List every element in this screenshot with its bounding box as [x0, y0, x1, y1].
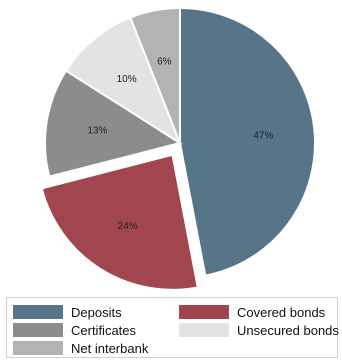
slice-value-label-covered-bonds: 24%: [118, 221, 138, 232]
legend-swatch-deposits: [13, 305, 63, 319]
legend-item-deposits: Deposits: [13, 303, 122, 321]
legend-item-unsecured-bonds: Unsecured bonds: [179, 321, 339, 339]
legend-item-net-interbank: Net interbank: [13, 339, 148, 357]
pie-slice-deposits: [179, 6, 316, 277]
slice-value-label-certificates: 13%: [87, 125, 107, 136]
legend-label-certificates: Certificates: [71, 322, 137, 338]
legend-label-unsecured-bonds: Unsecured bonds: [237, 322, 339, 338]
pie-slice-certificates: [44, 69, 183, 178]
legend-label-covered-bonds: Covered bonds: [237, 304, 326, 320]
chart-legend: Deposits Covered bonds Certificates Unse…: [6, 297, 339, 358]
legend-item-covered-bonds: Covered bonds: [179, 303, 325, 321]
pie-slice-labels: 47% 24% 13% 10% 6%: [87, 56, 273, 232]
legend-label-deposits: Deposits: [71, 304, 122, 320]
pie-slice-unsecured-bonds: [64, 16, 183, 146]
legend-swatch-certificates: [13, 323, 63, 337]
slice-value-label-net-interbank: 6%: [157, 56, 172, 67]
legend-swatch-net-interbank: [13, 341, 63, 355]
pie-slices: [40, 6, 316, 291]
pie-chart: 47% 24% 13% 10% 6%: [40, 6, 316, 291]
legend-swatch-covered-bonds: [179, 305, 229, 319]
pie-slice-net-interbank: [129, 6, 181, 144]
legend-label-net-interbank: Net interbank: [71, 340, 149, 356]
slice-value-label-unsecured-bonds: 10%: [117, 74, 137, 85]
pie-slice-covered-bonds: [40, 153, 199, 291]
legend-item-certificates: Certificates: [13, 321, 136, 339]
legend-swatch-unsecured-bonds: [179, 323, 229, 337]
slice-value-label-deposits: 47%: [253, 131, 273, 142]
